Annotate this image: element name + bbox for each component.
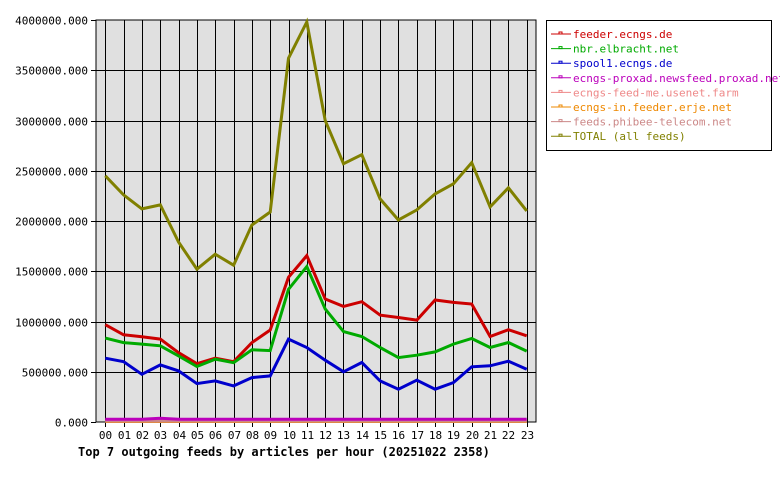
legend-marker-icon (558, 75, 563, 79)
series-line-total-all-feeds- (104, 17, 528, 272)
legend-label: ecngs-feed-me.usenet.farm (573, 86, 739, 99)
legend-label: spool1.ecngs.de (573, 57, 672, 70)
x-tick-label: 20 (466, 429, 479, 442)
legend-marker-icon (558, 104, 563, 108)
x-tick-label: 00 (99, 429, 112, 442)
x-tick-label: 01 (118, 429, 131, 442)
y-tick-label: 3000000.000 (15, 116, 88, 129)
y-tick-label: 1500000.000 (15, 266, 88, 279)
legend-box (546, 20, 772, 151)
x-tick-label: 12 (319, 429, 332, 442)
legend-label: nbr.elbracht.net (573, 43, 679, 56)
x-tick-label: 11 (301, 429, 314, 442)
y-tick-label: 1000000.000 (15, 317, 88, 330)
legend-marker-icon (558, 119, 563, 123)
legend-marker-icon (558, 89, 563, 93)
legend-item: ecngs-in.feeder.erje.net (551, 101, 732, 114)
legend-marker-icon (558, 46, 563, 50)
legend-label: ecngs-proxad.newsfeed.proxad.net (573, 72, 780, 85)
x-tick-label: 04 (173, 429, 187, 442)
x-tick-label: 14 (356, 429, 370, 442)
x-tick-label: 06 (209, 429, 222, 442)
y-tick-label: 0.000 (55, 417, 88, 430)
y-axis: 0.000 500000.000 1000000.000 1500000.000 200… (15, 15, 96, 430)
legend-label: TOTAL (all feeds) (573, 130, 686, 143)
legend-item: ecngs-feed-me.usenet.farm (551, 86, 739, 99)
x-tick-label: 16 (392, 429, 405, 442)
y-tick-label: 2000000.000 (15, 216, 88, 229)
legend-label: ecngs-in.feeder.erje.net (573, 101, 732, 114)
legend-item: ecngs-proxad.newsfeed.proxad.net (551, 72, 780, 85)
series-lines (104, 17, 528, 423)
x-tick-label: 10 (283, 429, 296, 442)
y-tick-label: 2500000.000 (15, 166, 88, 179)
x-tick-label: 23 (521, 429, 534, 442)
x-tick-label: 05 (191, 429, 204, 442)
y-tick-label: 3500000.000 (15, 65, 88, 78)
legend-marker-icon (558, 31, 563, 35)
legend-label: feeder.ecngs.de (573, 28, 672, 41)
legend-item: feeds.phibee-telecom.net (551, 116, 732, 129)
legend: feeder.ecngs.de nbr.elbracht.netspool1.ec… (546, 20, 780, 151)
legend-item: nbr.elbracht.net (551, 43, 679, 56)
legend-marker-icon (558, 133, 563, 137)
series-line-feeder-ecngs-de (104, 252, 528, 366)
legend-label: feeds.phibee-telecom.net (573, 116, 732, 129)
chart-title: Top 7 outgoing feeds by articles per hou… (78, 445, 490, 459)
series-line-nbr-elbracht-net (104, 263, 528, 369)
x-tick-label: 08 (246, 429, 259, 442)
x-tick-label: 09 (264, 429, 277, 442)
y-tick-label: 4000000.000 (15, 15, 88, 28)
x-tick-label: 07 (228, 429, 241, 442)
series-line-ecngs-proxad-newsfeed-proxad-net (105, 416, 527, 421)
grid-lines (96, 20, 536, 422)
series-line-spool1-ecngs-de (105, 337, 528, 391)
legend-item: feeder.ecngs.de (551, 28, 672, 41)
x-tick-label: 19 (447, 429, 460, 442)
legend-marker-icon (558, 60, 563, 64)
legend-item: TOTAL (all feeds) (551, 130, 686, 143)
x-tick-label: 17 (411, 429, 424, 442)
y-tick-label: 500000.000 (22, 367, 88, 380)
x-tick-label: 02 (136, 429, 149, 442)
legend-item: spool1.ecngs.de (551, 57, 672, 70)
x-tick-label: 18 (429, 429, 442, 442)
x-tick-label: 21 (484, 429, 497, 442)
x-tick-label: 03 (154, 429, 167, 442)
x-axis: 00 01 02 03 04 05 06 07 08 09 10 11 12 13 14 15 16 17 18 19… (99, 422, 534, 442)
x-tick-label: 22 (502, 429, 515, 442)
x-tick-label: 13 (337, 429, 350, 442)
x-tick-label: 15 (374, 429, 387, 442)
